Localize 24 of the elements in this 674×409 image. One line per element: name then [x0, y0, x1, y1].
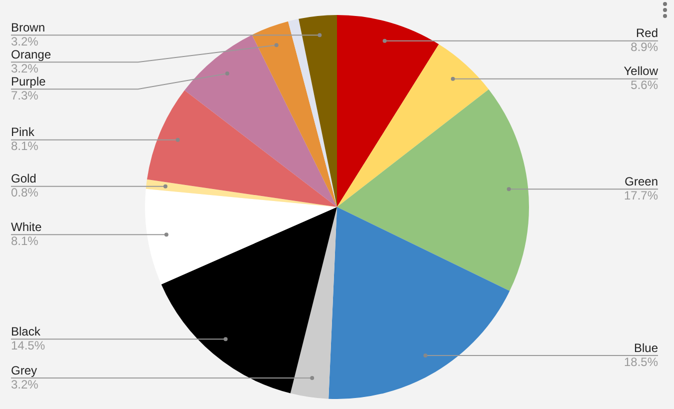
data-label: 7.3%: [11, 88, 39, 102]
data-label: 0.8%: [11, 186, 39, 200]
data-label: 3.2%: [11, 377, 39, 392]
data-label: 17.7%: [624, 188, 658, 202]
slice-label: Gold: [11, 172, 36, 186]
slice-label: White: [11, 220, 42, 234]
slice-label: Blue: [634, 340, 658, 355]
slice-label: Black: [11, 324, 42, 338]
data-label: 18.5%: [624, 354, 658, 369]
slice-label: Yellow: [624, 64, 658, 78]
data-label: 5.6%: [630, 78, 658, 92]
data-label: 8.1%: [11, 139, 39, 154]
data-label: 3.2%: [11, 34, 39, 48]
data-label: 14.5%: [11, 338, 46, 352]
slice-label: Brown: [11, 20, 46, 34]
data-label: 8.9%: [630, 40, 658, 54]
slice-label: Grey: [11, 363, 38, 378]
slice-label: Red: [636, 26, 658, 40]
data-label: 8.1%: [11, 234, 39, 248]
slice-label: Orange: [11, 47, 52, 62]
data-label: 3.2%: [11, 61, 39, 76]
slice-label: Pink: [11, 125, 36, 140]
slice-label: Purple: [11, 74, 46, 88]
slice-label: Green: [624, 174, 658, 188]
